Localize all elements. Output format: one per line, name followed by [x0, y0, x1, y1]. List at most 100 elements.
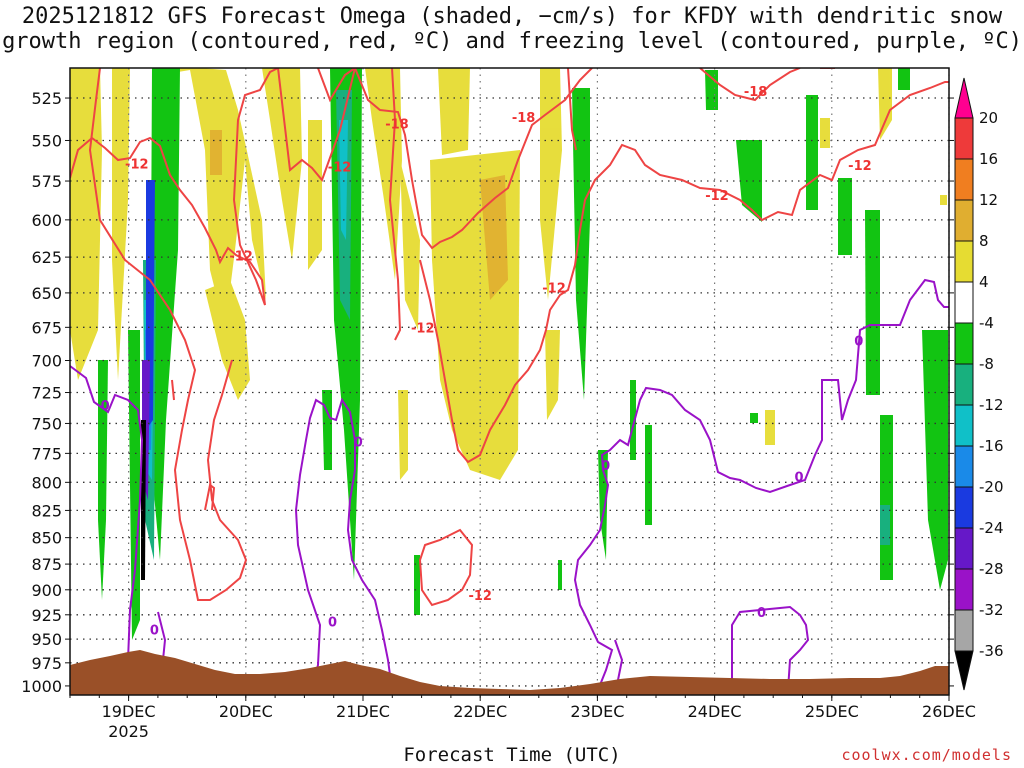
red-contour-13: [171, 379, 175, 401]
shade-green-19: [414, 555, 420, 615]
colorbar-swatch: [954, 199, 974, 242]
purple-contour-6: [731, 605, 810, 691]
colorbar-bottom-arrow: [954, 650, 974, 691]
purple-contour-3: [294, 397, 393, 695]
colorbar-swatch: [954, 568, 974, 611]
red-contour-6: [388, 68, 402, 341]
y-tick-label: 800: [31, 473, 62, 492]
red-contour-label: -12: [229, 250, 253, 265]
shade-green-3: [150, 68, 180, 560]
purple-contour-1: [70, 365, 144, 695]
shade-yellow-2: [112, 68, 130, 380]
colorbar-swatch: [954, 527, 974, 570]
x-tick-label: 26DEC: [922, 702, 976, 721]
shade-green-6: [572, 88, 590, 400]
y-tick-label: 650: [31, 284, 62, 303]
colorbar-swatch: [954, 486, 974, 529]
shade-green-20: [558, 560, 562, 590]
colorbar-label: -28: [979, 560, 1004, 578]
contour-labels: -12 -12 -18 -12 -18 -12 -12 -12 -18 -12 -12 0 0 0 0 0 0 0…: [101, 85, 872, 638]
shade-yellow-11: [545, 330, 560, 420]
colorbar-top-arrow: [954, 77, 974, 119]
shade-yellow-10: [540, 68, 562, 300]
red-contour-label: -12: [328, 161, 352, 176]
colorbar-swatch: [954, 363, 974, 406]
colorbar-swatch: [954, 240, 974, 283]
shade-yellow-4: [205, 280, 250, 400]
red-contour-8: [567, 68, 577, 151]
y-tick-label: 550: [31, 131, 62, 150]
colorbar-swatch: [954, 281, 974, 324]
x-tick-label: 25DEC: [805, 702, 859, 721]
shade-yellow-12: [820, 118, 830, 148]
colorbar-label: -32: [979, 601, 1004, 619]
red-contour-11: [418, 528, 474, 607]
purple-contour-label: 0: [794, 471, 803, 486]
y-tick-label: 525: [31, 89, 62, 108]
purple-contour-label: 0: [328, 616, 337, 631]
y-tick-label: 725: [31, 384, 62, 403]
colorbar: 20 16 12 8 4 -4 -8 -12 -16 -20 -24 -28 -32 -36: [954, 77, 1004, 691]
colorbar-label: -8: [979, 355, 994, 373]
y-tick-label: 900: [31, 581, 62, 600]
y-axis: 525 550 575 600 625 650 675 700 725 750 775 800 825 8…: [21, 89, 954, 696]
red-contour-label: -12: [705, 189, 729, 204]
y-tick-label: 775: [31, 444, 62, 463]
y-tick-label: 625: [31, 248, 62, 267]
y-tick-label: 825: [31, 501, 62, 520]
x-tick-label: 22DEC: [453, 702, 507, 721]
purple-contour-label: 0: [354, 436, 363, 451]
red-contour-label: -12: [848, 159, 872, 174]
shade-green-2: [128, 330, 140, 640]
colorbar-label: -12: [979, 396, 1004, 414]
red-contour-label: -18: [385, 118, 409, 133]
y-tick-label: 750: [31, 414, 62, 433]
x-tick-sublabel: 2025: [108, 722, 149, 741]
purple-contour-label: 0: [854, 335, 863, 350]
red-contour-1: [70, 68, 279, 306]
shade-green-10: [705, 70, 718, 110]
shade-orange-2: [210, 130, 222, 175]
purple-contour-label: 0: [601, 459, 610, 474]
colorbar-swatch: [954, 445, 974, 488]
shade-yellow-9: [438, 68, 470, 155]
shade-cyan-1: [339, 120, 348, 240]
y-tick-label: 675: [31, 318, 62, 337]
shade-green-16: [898, 68, 910, 90]
title-line-2: growth region (contoured, red, ºC) and f…: [2, 29, 1022, 54]
shade-green-9: [645, 425, 652, 525]
x-tick-label: 19DEC: [102, 702, 156, 721]
red-contour-7: [419, 81, 949, 464]
x-tick-label: 21DEC: [336, 702, 390, 721]
colorbar-label: -16: [979, 437, 1004, 455]
shade-yellow-13: [878, 68, 892, 140]
shade-yellow-3: [160, 68, 266, 330]
y-tick-label: 575: [31, 172, 62, 191]
shade-green-5: [322, 390, 332, 470]
x-axis-label: Forecast Time (UTC): [403, 744, 621, 766]
red-contour-label: -12: [125, 157, 149, 172]
colorbar-label: -36: [979, 642, 1004, 660]
shade-green-13: [838, 178, 852, 255]
colorbar-label: 20: [979, 109, 998, 127]
shade-teal-2: [880, 505, 890, 545]
colorbar-swatch: [954, 322, 974, 365]
x-tick-label: 20DEC: [219, 702, 273, 721]
x-tick-label: 23DEC: [570, 702, 624, 721]
shade-green-18: [750, 413, 758, 423]
colorbar-swatch: [954, 158, 974, 201]
y-tick-label: 875: [31, 555, 62, 574]
purple-contour-label: 0: [101, 399, 110, 414]
purple-contour-label: 0: [757, 606, 766, 621]
contour-lines: [70, 68, 949, 695]
terrain: [70, 650, 949, 695]
colorbar-label: 8: [979, 232, 989, 250]
y-tick-label: 925: [31, 606, 62, 625]
shade-yellow-7: [400, 160, 420, 330]
credit-text: coolwx.com/models: [841, 746, 1012, 764]
colorbar-label: 4: [979, 273, 989, 291]
shade-green-14: [865, 210, 880, 395]
colorbar-swatch: [954, 404, 974, 447]
